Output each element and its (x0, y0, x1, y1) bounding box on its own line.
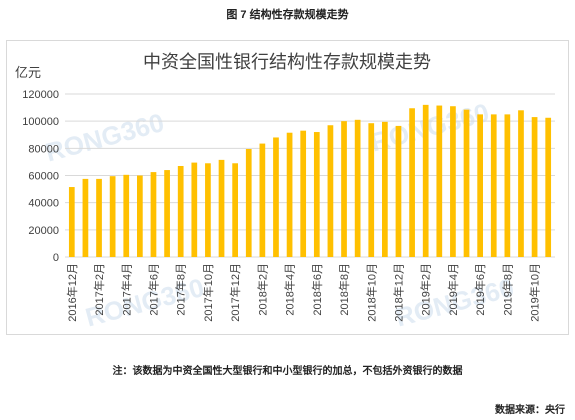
bar (123, 174, 130, 257)
footnote: 注：该数据为中资全国性大型银行和中小型银行的加总，不包括外资银行的数据 (112, 366, 463, 377)
x-tick-label: 2018年4月 (283, 263, 297, 316)
bar (463, 109, 470, 257)
bar (259, 143, 266, 257)
x-tick-label: 2017年10月 (201, 263, 215, 322)
x-tick-label: 2017年12月 (228, 263, 242, 322)
bar (164, 170, 170, 257)
bar (450, 106, 456, 257)
bar (518, 110, 524, 257)
chart-frame: RONG360 RONG360 RONG360 RONG360 中资全国性银行结构性存… (6, 40, 569, 335)
bar (531, 117, 538, 257)
data-source: 数据来源：央行 (495, 405, 565, 416)
x-axis-tick-labels: 2016年12月 2017年2月 2017年4月 2017年6月 2017年8月 2017… (65, 263, 542, 322)
bar (96, 178, 102, 257)
bar (313, 132, 320, 257)
x-tick-label: 2018年8月 (337, 263, 351, 316)
x-tick-label: 2017年4月 (119, 263, 133, 316)
bar (109, 176, 116, 257)
bar (504, 114, 511, 257)
bar (68, 187, 75, 257)
x-tick-label: 2017年2月 (92, 263, 106, 316)
bar (300, 130, 307, 257)
bar (205, 163, 211, 257)
bar (368, 123, 375, 258)
bar (218, 159, 225, 257)
bar (422, 104, 429, 257)
x-tick-label: 2016年12月 (65, 263, 79, 322)
bar (545, 117, 552, 257)
x-tick-label: 2019年10月 (528, 263, 542, 322)
bar (273, 137, 279, 257)
chart-title: 中资全国性银行结构性存款规模走势 (143, 52, 431, 72)
y-tick-label: 40000 (28, 198, 59, 210)
bar (286, 132, 293, 257)
y-tick-label: 100000 (22, 116, 59, 128)
bar (150, 172, 157, 257)
x-tick-label: 2019年4月 (446, 263, 460, 316)
bar (82, 178, 89, 257)
bar (341, 121, 347, 258)
bar-series (68, 104, 552, 258)
y-axis-unit-label: 亿元 (15, 65, 41, 80)
bar (382, 121, 388, 258)
x-tick-label: 2018年12月 (391, 263, 405, 322)
bar (191, 162, 198, 257)
y-tick-label: 0 (53, 252, 59, 264)
bar (245, 149, 252, 257)
y-tick-label: 60000 (28, 171, 59, 183)
y-tick-label: 80000 (28, 143, 59, 155)
x-tick-label: 2019年2月 (419, 263, 433, 316)
bar (177, 165, 184, 257)
bar (395, 125, 402, 257)
bar (327, 125, 334, 257)
bar (490, 114, 497, 257)
x-tick-label: 2018年10月 (364, 263, 378, 322)
gridlines (65, 93, 555, 258)
bar (232, 163, 238, 257)
y-tick-label: 120000 (22, 89, 59, 101)
bar (477, 114, 483, 257)
x-tick-label: 2018年2月 (255, 263, 269, 316)
figure-title: 图 7 结构性存款规模走势 (226, 9, 349, 21)
bar (436, 105, 443, 257)
bar (137, 175, 143, 257)
watermark-text: RONG360 (42, 107, 167, 167)
y-axis-tick-labels: 0 20000 40000 60000 80000 100000 120000 (22, 89, 59, 264)
x-tick-label: 2017年6月 (146, 263, 160, 316)
y-tick-label: 20000 (28, 225, 59, 237)
x-tick-label: 2017年8月 (174, 263, 188, 316)
x-tick-label: 2018年6月 (310, 263, 324, 316)
x-tick-label: 2019年6月 (473, 263, 487, 316)
bar (409, 108, 415, 257)
bar (354, 119, 361, 257)
x-tick-label: 2019年8月 (500, 263, 514, 316)
